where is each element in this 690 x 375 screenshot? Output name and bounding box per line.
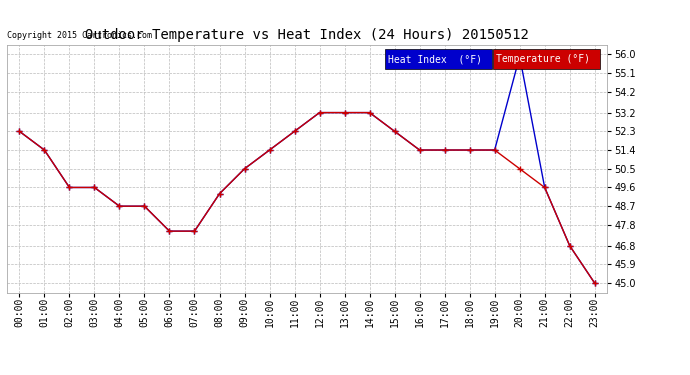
- Title: Outdoor Temperature vs Heat Index (24 Hours) 20150512: Outdoor Temperature vs Heat Index (24 Ho…: [85, 28, 529, 42]
- Text: Temperature (°F): Temperature (°F): [496, 54, 590, 64]
- Text: Heat Index  (°F): Heat Index (°F): [388, 54, 482, 64]
- Text: Copyright 2015 Cartronics.com: Copyright 2015 Cartronics.com: [7, 31, 152, 40]
